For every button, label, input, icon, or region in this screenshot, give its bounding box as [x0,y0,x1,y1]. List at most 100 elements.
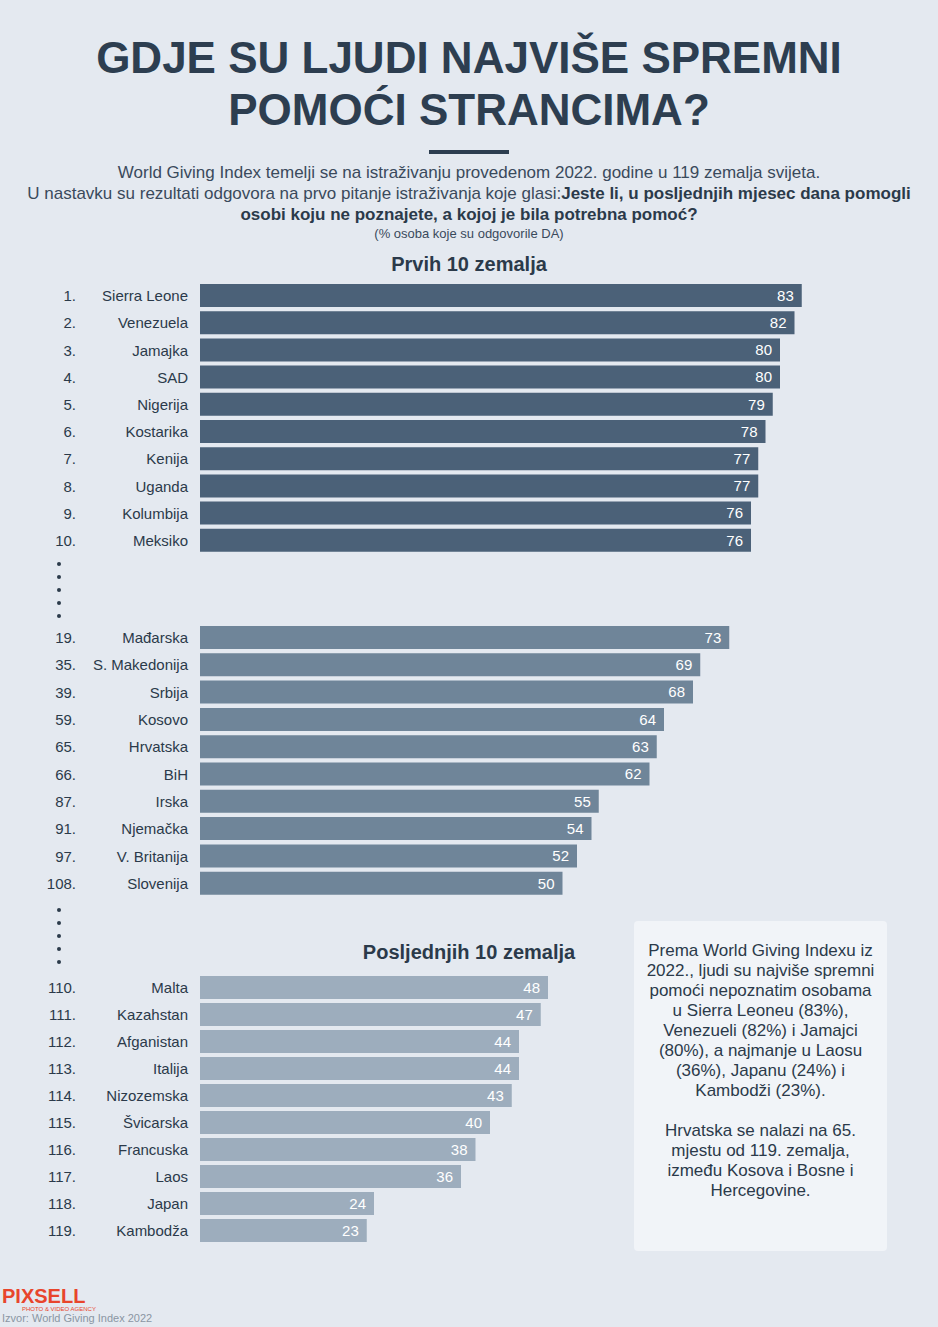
html-text:Prema World Giving Indexu iz 2: Prema World Giving Indexu iz 2022., ljud… [646,941,875,1100]
svg-text:54: 54 [567,820,584,837]
svg-text:40: 40 [465,1114,482,1131]
svg-text:110.: 110. [48,979,76,996]
svg-text:44: 44 [494,1060,511,1077]
svg-text:87.: 87. [55,793,76,810]
svg-text:6.: 6. [63,423,76,440]
svg-text:Nigerija: Nigerija [137,396,189,413]
svg-text:114.: 114. [48,1087,76,1104]
svg-text:Švicarska: Švicarska [123,1114,189,1131]
svg-text:47: 47 [516,1006,533,1023]
html-text:Hrvatska se nalazi na 65. mjes: Hrvatska se nalazi na 65. mjestu od 119.… [665,1121,856,1200]
svg-text:111.: 111. [49,1006,76,1023]
svg-text:Hrvatska: Hrvatska [129,738,189,755]
svg-text:V. Britanija: V. Britanija [117,848,189,865]
svg-text:Italija: Italija [153,1060,189,1077]
svg-text:1.: 1. [63,287,76,304]
svg-text:50: 50 [538,875,555,892]
svg-text:117.: 117. [48,1168,76,1185]
svg-text:2.: 2. [63,314,76,331]
svg-text:63: 63 [632,738,649,755]
svg-text:Kenija: Kenija [146,450,188,467]
svg-text:115.: 115. [48,1114,76,1131]
html-text:Prvih 10 zemalja: Prvih 10 zemalja [391,253,547,275]
svg-text:Francuska: Francuska [118,1141,189,1158]
svg-text:Kostarika: Kostarika [125,423,188,440]
svg-text:38: 38 [451,1141,468,1158]
svg-text:83: 83 [777,287,794,304]
svg-text:Kambodža: Kambodža [116,1222,188,1239]
html-text:(% osoba koje su odgovorile DA: (% osoba koje su odgovorile DA) [374,226,564,241]
svg-text:78: 78 [741,423,758,440]
svg-text:108.: 108. [47,875,76,892]
svg-text:Malta: Malta [151,979,188,996]
svg-text:SAD: SAD [157,369,188,386]
svg-text:10.: 10. [55,532,76,549]
html-text:U nastavku su rezultati odgovo: U nastavku su rezultati odgovora na prvo… [27,184,911,224]
html-text:World Giving Index temelji se: World Giving Index temelji se na istraži… [117,163,821,182]
svg-text:Kolumbija: Kolumbija [122,505,189,522]
html-text:Posljednjih 10 zemalja: Posljednjih 10 zemalja [362,941,576,963]
svg-text:52: 52 [552,847,569,864]
html-text:Izvor: World Giving Index 2022: Izvor: World Giving Index 2022 [2,1312,153,1324]
svg-text:5.: 5. [63,396,76,413]
html-text:PIXSELL: PIXSELL [2,1285,86,1307]
svg-text:36: 36 [436,1168,453,1185]
svg-text:Meksiko: Meksiko [133,532,188,549]
svg-text:43: 43 [487,1087,504,1104]
svg-text:Kosovo: Kosovo [138,711,188,728]
svg-text:97.: 97. [55,848,76,865]
svg-text:Mađarska: Mađarska [122,629,189,646]
svg-text:48: 48 [523,979,540,996]
svg-text:Uganda: Uganda [135,478,188,495]
svg-text:7.: 7. [63,450,76,467]
svg-text:Nizozemska: Nizozemska [106,1087,188,1104]
svg-text:69: 69 [676,656,693,673]
svg-text:65.: 65. [55,738,76,755]
html-text:GDJE SU LJUDI NAJVIŠE SPREMNI: GDJE SU LJUDI NAJVIŠE SPREMNI POMOĆI STR… [96,33,842,134]
svg-text:80: 80 [755,368,772,385]
svg-text:62: 62 [625,765,642,782]
svg-text:91.: 91. [55,820,76,837]
svg-text:Kazahstan: Kazahstan [117,1006,188,1023]
svg-text:116.: 116. [48,1141,76,1158]
svg-text:Venezuela: Venezuela [118,314,189,331]
svg-text:59.: 59. [55,711,76,728]
svg-text:68: 68 [668,683,685,700]
svg-text:8.: 8. [63,478,76,495]
svg-text:23: 23 [342,1222,359,1239]
svg-text:Srbija: Srbija [150,684,189,701]
svg-text:Japan: Japan [147,1195,188,1212]
svg-text:24: 24 [349,1195,366,1212]
svg-text:55: 55 [574,793,591,810]
svg-text:112.: 112. [48,1033,76,1050]
svg-text:80: 80 [755,341,772,358]
svg-text:BiH: BiH [164,766,188,783]
svg-text:35.: 35. [55,656,76,673]
svg-text:77: 77 [734,477,751,494]
svg-text:Jamajka: Jamajka [132,342,189,359]
svg-text:39.: 39. [55,684,76,701]
svg-text:Irska: Irska [155,793,188,810]
svg-text:Afganistan: Afganistan [117,1033,188,1050]
svg-text:77: 77 [734,450,751,467]
svg-text:73: 73 [705,629,722,646]
svg-text:44: 44 [494,1033,511,1050]
svg-text:66.: 66. [55,766,76,783]
svg-text:9.: 9. [63,505,76,522]
svg-text:82: 82 [770,314,787,331]
svg-text:19.: 19. [55,629,76,646]
svg-text:119.: 119. [48,1222,76,1239]
svg-text:79: 79 [748,396,765,413]
svg-text:76: 76 [726,504,743,521]
svg-text:64: 64 [639,711,656,728]
svg-text:Slovenija: Slovenija [127,875,189,892]
svg-text:Laos: Laos [155,1168,188,1185]
svg-text:113.: 113. [48,1060,76,1077]
svg-text:3.: 3. [63,342,76,359]
svg-text:S. Makedonija: S. Makedonija [93,656,189,673]
svg-text:Njemačka: Njemačka [121,820,188,837]
svg-text:4.: 4. [63,369,76,386]
svg-text:Sierra Leone: Sierra Leone [102,287,188,304]
svg-text:118.: 118. [48,1195,76,1212]
svg-text:76: 76 [726,532,743,549]
